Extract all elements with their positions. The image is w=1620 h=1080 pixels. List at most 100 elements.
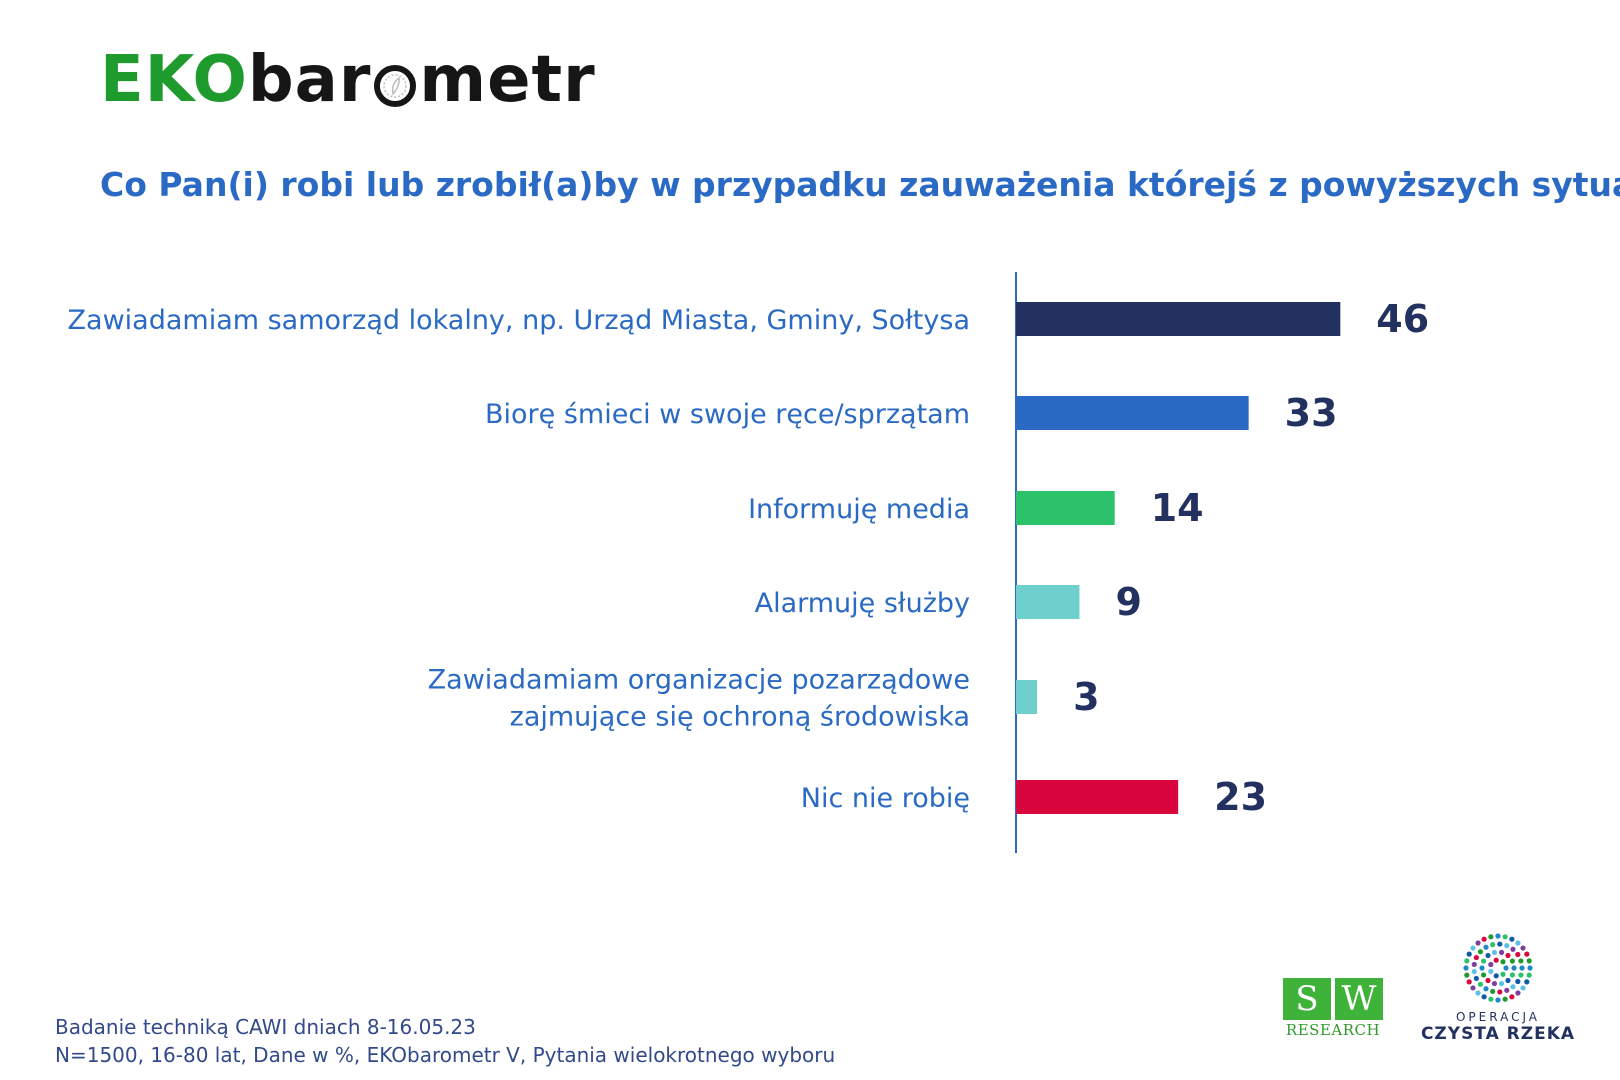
- value-label-0: 46: [1376, 297, 1429, 341]
- mosaic-dot: [1511, 965, 1517, 971]
- mosaic-dot: [1488, 961, 1494, 968]
- mosaic-dot: [1471, 961, 1477, 968]
- mosaic-dot: [1479, 965, 1485, 971]
- category-label-0: Zawiadamiam samorząd lokalny, np. Urząd …: [68, 305, 970, 336]
- mosaic-dot: [1470, 985, 1476, 991]
- mosaic-dot: [1490, 942, 1496, 948]
- mosaic-dot: [1504, 987, 1510, 993]
- mosaic-dot: [1483, 944, 1489, 950]
- category-label-1: Biorę śmieci w swoje ręce/sprzątam: [485, 399, 970, 430]
- mosaic-dot: [1502, 996, 1508, 1002]
- sw-research-logo: S W RESEARCH: [1283, 978, 1383, 1039]
- category-label-5: Nic nie robię: [801, 783, 970, 814]
- mosaic-dot: [1500, 971, 1506, 977]
- mosaic-dot: [1488, 934, 1494, 940]
- mosaic-dot: [1518, 958, 1524, 964]
- mosaic-dot: [1505, 952, 1511, 959]
- sw-logo-subtitle: RESEARCH: [1285, 1021, 1381, 1039]
- value-label-2: 14: [1151, 486, 1204, 530]
- footer-method-line: Badanie techniką CAWI dniach 8-16.05.23: [55, 1015, 476, 1039]
- mosaic-dot: [1471, 968, 1477, 975]
- cr-logo-operacja: OPERACJA: [1455, 1010, 1541, 1024]
- mosaic-dot: [1485, 977, 1491, 984]
- gauge-icon: [374, 65, 417, 107]
- mosaic-dot: [1483, 986, 1489, 992]
- mosaic-dot: [1475, 990, 1481, 996]
- mosaic-dot: [1509, 972, 1516, 978]
- mosaic-dot: [1524, 979, 1530, 985]
- mosaic-dot: [1519, 965, 1525, 971]
- bar-4: [1016, 680, 1038, 714]
- value-label-1: 33: [1285, 391, 1338, 435]
- mosaic-dot: [1498, 980, 1505, 987]
- mosaic-dot: [1524, 951, 1530, 957]
- mosaic-dot: [1526, 972, 1532, 978]
- category-label-2: Informuję media: [748, 494, 970, 525]
- mosaic-dot: [1505, 977, 1511, 984]
- cr-logo-czysta-rzeka: CZYSTA RZEKA: [1420, 1024, 1576, 1044]
- mosaic-dot: [1515, 951, 1521, 958]
- sw-logo-s: S: [1283, 978, 1331, 1020]
- mosaic-dot: [1488, 996, 1494, 1002]
- mosaic-dot: [1526, 958, 1532, 964]
- mosaic-dot: [1480, 972, 1487, 978]
- mosaic-dot: [1477, 949, 1484, 955]
- category-label-4-line-0: Zawiadamiam organizacje pozarządowe: [428, 665, 970, 696]
- bar-0: [1016, 302, 1341, 336]
- mosaic-dot: [1509, 958, 1516, 964]
- category-label-3: Alarmuję służby: [755, 588, 970, 619]
- bar-5: [1016, 780, 1179, 814]
- logo-metr-text: metr: [419, 43, 596, 117]
- value-label-3: 9: [1115, 580, 1141, 624]
- logo-bar-text: bar: [247, 43, 372, 117]
- mosaic-dot: [1464, 972, 1470, 978]
- mosaic-dot: [1510, 984, 1516, 990]
- mosaic-dot: [1466, 951, 1472, 957]
- mosaic-dot: [1481, 994, 1487, 1000]
- mosaic-dot: [1493, 973, 1499, 979]
- value-label-4: 3: [1073, 675, 1099, 719]
- mosaic-dot: [1515, 978, 1521, 985]
- mosaic-dot: [1510, 946, 1516, 952]
- mosaic-dot: [1480, 958, 1487, 964]
- mosaic-dot: [1475, 940, 1481, 946]
- mosaic-dot: [1491, 949, 1498, 956]
- mosaic-dot: [1497, 941, 1503, 947]
- mosaic-dot: [1473, 975, 1479, 982]
- mosaic-dot: [1504, 943, 1510, 949]
- sw-logo-w: W: [1335, 978, 1383, 1020]
- bar-1: [1016, 396, 1249, 430]
- question-title: Co Pan(i) robi lub zrobił(a)by w przypad…: [100, 165, 1620, 204]
- mosaic-dot: [1515, 990, 1521, 996]
- mosaic-dot: [1520, 945, 1526, 951]
- mosaic-dot: [1495, 933, 1501, 939]
- mosaic-dot: [1493, 957, 1499, 963]
- mosaic-dot: [1463, 965, 1469, 971]
- mosaic-dot: [1466, 979, 1472, 985]
- flower-mosaic-icon: [1463, 933, 1533, 1003]
- mosaic-dot: [1509, 936, 1515, 942]
- mosaic-dot: [1498, 949, 1505, 956]
- mosaic-dot: [1488, 968, 1494, 975]
- bar-2: [1016, 491, 1115, 525]
- mosaic-dot: [1495, 997, 1501, 1003]
- mosaic-dot: [1515, 940, 1521, 946]
- mosaic-dot: [1503, 965, 1509, 971]
- ekobarometr-logo: EKO bar metr: [100, 48, 596, 112]
- logo-eko-text: EKO: [100, 43, 248, 117]
- mosaic-dot: [1473, 954, 1479, 961]
- mosaic-dot: [1490, 988, 1496, 994]
- mosaic-dot: [1509, 994, 1515, 1000]
- category-label-4-line-1: zajmujące się ochroną środowiska: [510, 702, 970, 733]
- mosaic-dot: [1500, 959, 1506, 965]
- czysta-rzeka-logo: OPERACJA CZYSTA RZEKA: [1418, 932, 1578, 1044]
- mosaic-dot: [1464, 958, 1470, 964]
- footer-note: Badanie techniką CAWI dniach 8-16.05.23 …: [55, 1013, 835, 1069]
- footer-sample-line: N=1500, 16-80 lat, Dane w %, EKObarometr…: [55, 1043, 836, 1067]
- value-label-5: 23: [1214, 775, 1267, 819]
- bar-3: [1016, 585, 1080, 619]
- mosaic-dot: [1470, 945, 1476, 951]
- mosaic-dot: [1502, 934, 1508, 940]
- mosaic-dot: [1491, 980, 1498, 987]
